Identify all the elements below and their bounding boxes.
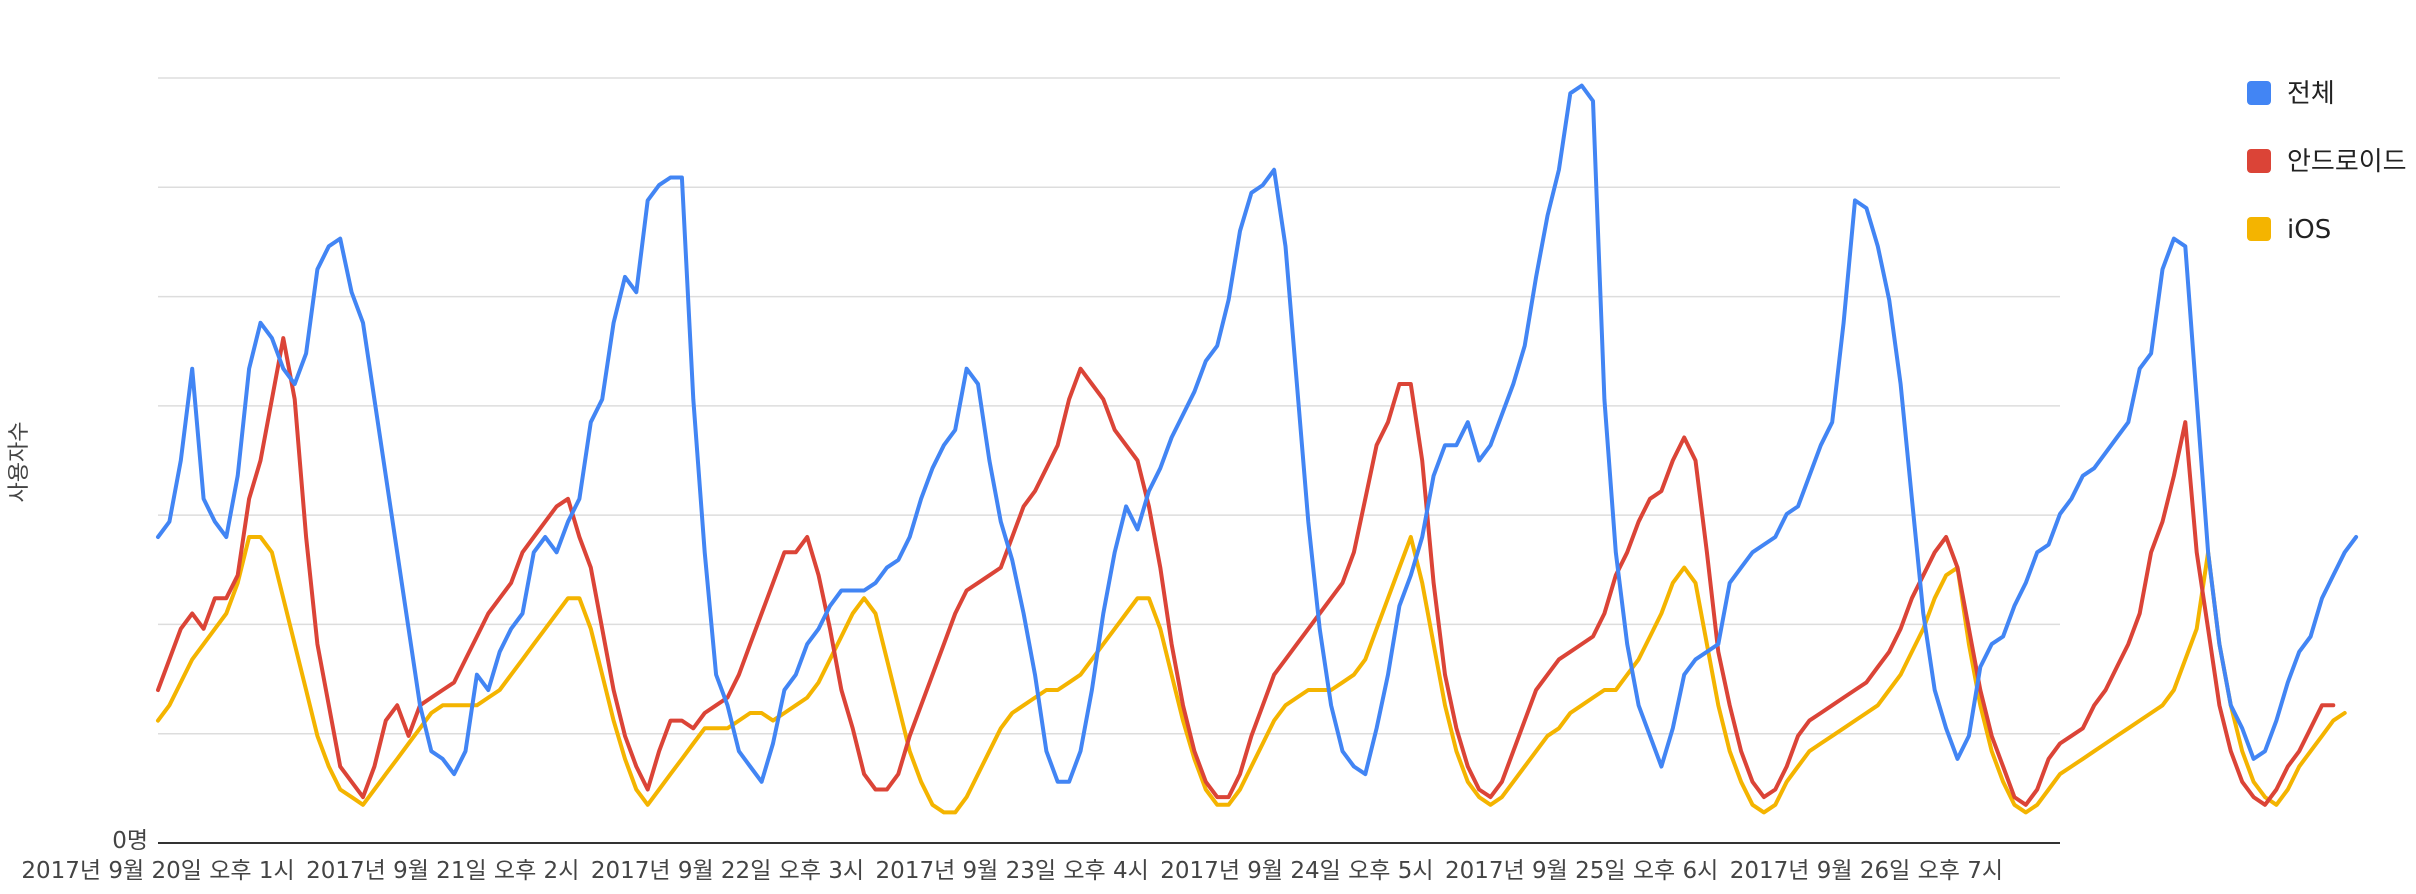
x-tick-label: 2017년 9월 26일 오후 7시 [1730,858,2003,884]
legend-label: 안드로이드 [2287,147,2407,177]
gridlines [158,77,2060,844]
legend-label: 전체 [2287,79,2335,109]
series-line-1 [156,336,2336,807]
legend-label: iOS [2287,215,2331,245]
x-tick-label: 2017년 9월 22일 오후 3시 [591,858,864,884]
legend-swatch [2247,217,2271,241]
legend-swatch [2247,149,2271,173]
x-tick-label: 2017년 9월 24일 오후 5시 [1160,858,1433,884]
x-tick-label: 2017년 9월 21일 오후 2시 [306,858,579,884]
series-line-2 [156,535,2347,815]
series-lines [156,83,2359,815]
x-tick-label: 2017년 9월 25일 오후 6시 [1445,858,1718,884]
x-tick-label: 2017년 9월 23일 오후 4시 [876,858,1149,884]
y-tick-label: 0명 [112,828,148,854]
y-axis: 사용자수 0명 [7,422,148,854]
series-line-0 [156,83,2359,784]
y-axis-title: 사용자수 [7,422,32,503]
x-tick-label: 2017년 9월 20일 오후 1시 [21,858,294,884]
legend-swatch [2247,81,2271,105]
x-axis: 2017년 9월 20일 오후 1시 2017년 9월 21일 오후 2시 2017… [21,858,2003,884]
